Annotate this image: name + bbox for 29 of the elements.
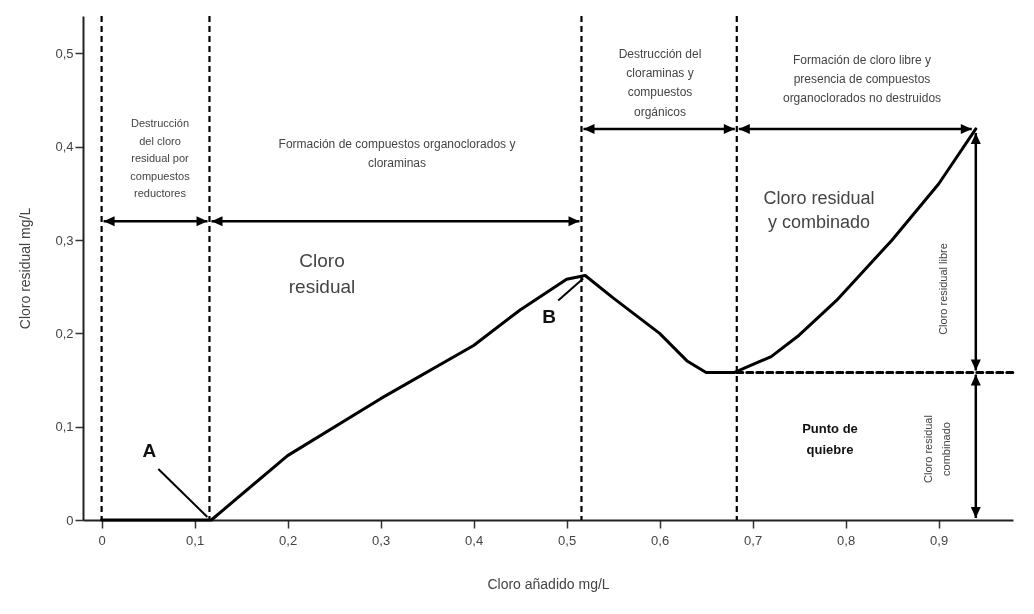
y-tick-label: 0,3: [55, 232, 74, 248]
x-tick-label: 0,3: [372, 532, 391, 548]
y-axis-title: Cloro residual mg/L: [17, 207, 34, 330]
x-tick-label: 0,8: [837, 532, 856, 548]
x-tick-label: 0,7: [744, 532, 763, 548]
annotation: A: [142, 440, 157, 461]
annotation: Formación de cloro libre y presencia de compuestos organoclorados no destruidos: [782, 53, 942, 106]
x-tick-label: 0,6: [651, 532, 670, 548]
x-tick-label: 0,2: [279, 532, 298, 548]
annotation: Cloro residual: [288, 250, 356, 297]
x-tick-label: 0,5: [558, 532, 577, 548]
y-tick-label: 0,2: [55, 325, 74, 341]
annotation: Cloro residual libre: [937, 243, 949, 335]
x-tick-label: 0,9: [930, 532, 949, 548]
y-tick-label: 0,1: [55, 419, 74, 435]
annotation: Cloro residual combinado: [922, 415, 952, 483]
annotation: Destrucción del cloro residual por compuestos reductores: [130, 117, 191, 200]
annotation: B: [542, 306, 557, 328]
annotation: Cloro residual y combinado: [763, 188, 875, 233]
x-tick-label: 0,1: [186, 532, 205, 548]
annotation: Punto de quiebre: [802, 421, 858, 457]
annotation: Destrucción del cloraminas y compuestos orgánicos: [618, 47, 702, 119]
y-tick-label: 0,4: [55, 139, 74, 155]
x-tick-label: 0,4: [465, 532, 484, 548]
x-tick-label: 0: [98, 532, 106, 548]
y-tick-label: 0: [66, 512, 74, 528]
annotation: Formación de compuestos organoclorados y cloraminas: [278, 137, 516, 171]
x-axis-title: Cloro añadido mg/L: [487, 575, 610, 592]
y-tick-label: 0,5: [55, 45, 74, 61]
